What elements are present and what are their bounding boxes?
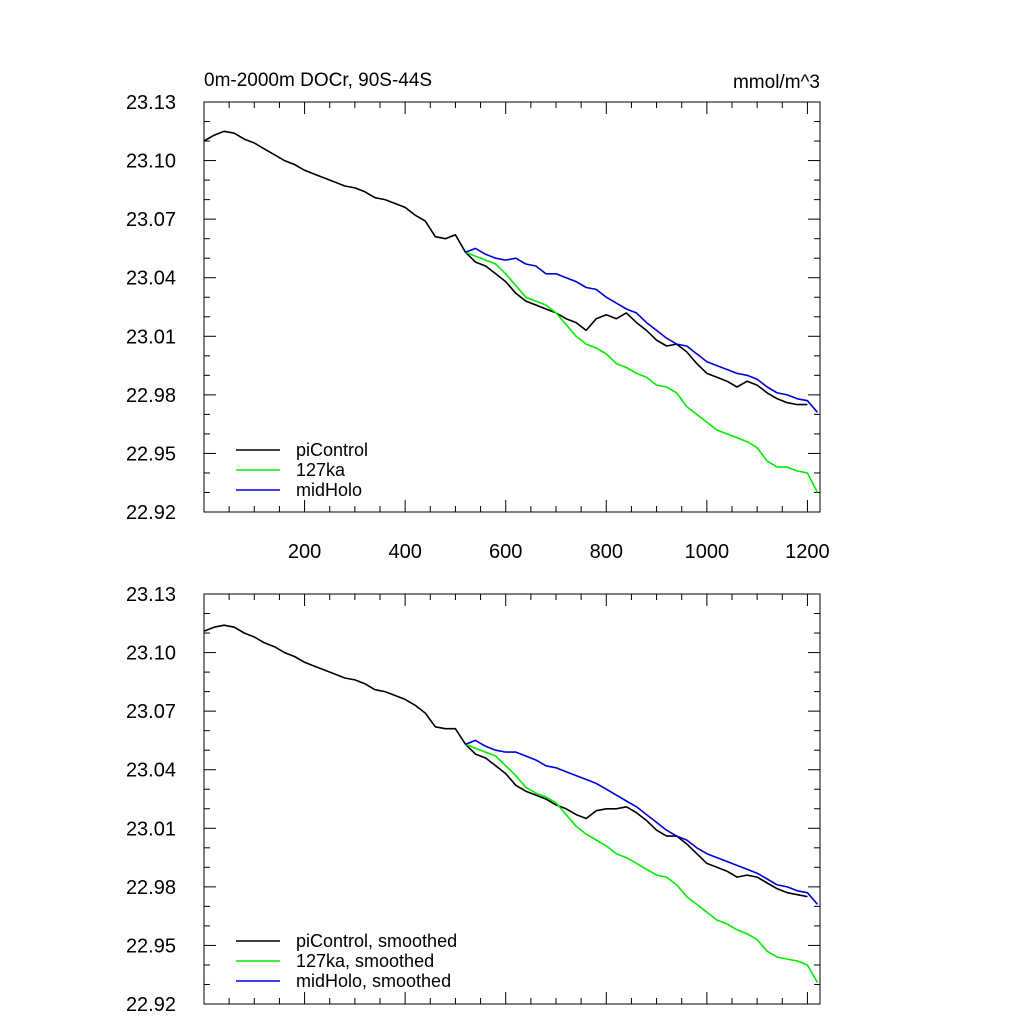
x-tick-label: 1200 xyxy=(785,541,830,563)
y-tick-label: 22.92 xyxy=(126,994,176,1016)
legend-label: midHolo, smoothed xyxy=(296,971,451,991)
top-panel: 0m-2000m DOCr, 90S-44S mmol/m^3 200 400 60… xyxy=(126,70,830,563)
y-tick-label: 22.92 xyxy=(126,502,176,524)
y-tick-label: 23.07 xyxy=(126,701,176,723)
y-tick-label: 22.98 xyxy=(126,385,176,407)
legend-label: piControl xyxy=(296,440,368,460)
y-tick-label: 23.13 xyxy=(126,92,176,114)
y-tick-label: 22.95 xyxy=(126,443,176,465)
series-line-127ka xyxy=(465,251,819,493)
top-plot-area: 200 400 600 800 1000 1200 23.13 23.10 23.07 23.04… xyxy=(126,92,830,563)
y-tick-label: 22.98 xyxy=(126,877,176,899)
y-tick-label: 23.07 xyxy=(126,209,176,231)
x-tick-label: 200 xyxy=(288,541,321,563)
y-tick-label: 23.01 xyxy=(126,818,176,840)
series-line-midholo xyxy=(465,739,819,905)
series-line-picontrol xyxy=(203,130,808,406)
y-tick-label: 23.04 xyxy=(126,268,176,290)
y-tick-label: 23.01 xyxy=(126,326,176,348)
y-tick-label: 23.13 xyxy=(126,584,176,606)
plot-frame xyxy=(203,593,821,1005)
chart-units: mmol/m^3 xyxy=(733,72,820,93)
bottom-panel: 23.13 23.10 23.07 23.04 23.01 22.98 22.95 22.92… xyxy=(126,584,821,1016)
legend-label: 127ka, smoothed xyxy=(296,951,434,971)
series-line-picontrol xyxy=(203,624,808,898)
y-tick-label: 23.10 xyxy=(126,643,176,665)
plot-frame xyxy=(203,101,821,513)
y-tick-label: 23.04 xyxy=(126,760,176,782)
x-tick-label: 600 xyxy=(489,541,522,563)
y-tick-label: 23.10 xyxy=(126,151,176,173)
bottom-plot-area: 23.13 23.10 23.07 23.04 23.01 22.98 22.95 22.92… xyxy=(126,584,821,1016)
x-tick-label: 800 xyxy=(590,541,623,563)
x-tick-label: 400 xyxy=(388,541,421,563)
legend-label: 127ka xyxy=(296,460,346,480)
legend-label: midHolo xyxy=(296,480,362,500)
x-tick-label: 1000 xyxy=(685,541,730,563)
chart-title: 0m-2000m DOCr, 90S-44S xyxy=(204,70,432,91)
y-tick-label: 22.95 xyxy=(126,935,176,957)
series-line-127ka xyxy=(465,743,819,983)
legend-label: piControl, smoothed xyxy=(296,931,457,951)
series-line-midholo xyxy=(465,247,819,413)
